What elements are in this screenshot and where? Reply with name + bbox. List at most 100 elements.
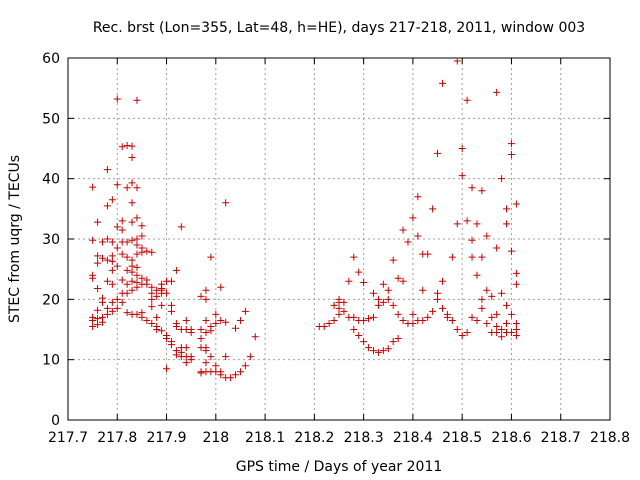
data-point [493,88,501,96]
data-point [458,145,466,152]
data-point [98,298,106,306]
data-point [113,95,121,103]
data-point [350,326,358,333]
data-point [463,217,471,225]
data-point [148,283,156,291]
data-point [94,315,102,323]
data-point [330,301,338,309]
data-point [483,286,491,294]
data-point [89,316,97,324]
x-axis-label: GPS time / Days of year 2011 [236,459,443,475]
data-point [399,277,407,285]
data-point [172,322,180,330]
data-point [394,274,402,282]
data-point [458,332,466,340]
data-point [207,353,215,361]
data-point [177,223,185,231]
data-point [148,248,156,256]
data-point [335,304,343,312]
y-tick-label: 10 [42,353,60,369]
data-point [222,353,230,361]
x-tick-label: 218.8 [590,430,630,446]
data-point [493,329,501,337]
data-point [325,319,333,327]
data-point [384,286,392,294]
data-point [197,369,205,377]
data-point [379,347,387,355]
data-point [148,295,156,303]
data-point [89,322,97,330]
data-point [138,248,146,256]
data-point [197,326,205,333]
data-point [108,196,116,204]
data-point [498,333,506,341]
y-tick-label: 0 [51,413,60,429]
data-point [113,244,121,252]
data-point [503,319,511,327]
x-tick-label: 217.7 [48,430,88,446]
data-point [113,223,121,231]
data-point [163,289,171,297]
y-tick-label: 50 [42,111,60,127]
data-point [468,184,476,192]
data-point [167,277,175,285]
data-point [483,319,491,327]
data-point [340,307,348,315]
data-point [103,235,111,243]
data-point [103,202,111,210]
data-point [429,307,437,315]
data-point [443,313,451,321]
data-point [498,326,506,333]
data-point [374,295,382,303]
x-tick-label: 217.8 [97,430,137,446]
data-point [113,304,121,312]
data-point [103,310,111,318]
data-point [94,284,102,292]
data-point [182,359,190,367]
data-point [414,193,422,201]
data-point [217,283,225,291]
data-point [133,263,141,271]
data-point [128,286,136,294]
data-point [123,253,131,261]
data-point [202,359,210,367]
data-point [98,238,106,246]
data-point [163,335,171,343]
data-point [409,310,417,318]
data-point [123,238,131,246]
data-point [424,250,432,258]
data-point [123,266,131,274]
data-point [207,253,215,261]
data-point [128,218,136,226]
data-point [153,292,161,300]
data-point [133,184,141,192]
data-point [458,172,466,180]
data-point [212,310,220,318]
data-point [108,280,116,288]
data-point [478,253,486,261]
data-point [246,353,254,361]
data-points [89,57,520,382]
data-point [118,217,126,225]
data-point [118,250,126,258]
data-point [94,259,102,267]
x-tick-label: 218.5 [442,430,482,446]
data-point [493,322,501,330]
data-point [379,280,387,288]
data-point [182,344,190,352]
data-point [369,313,377,321]
data-point [404,238,412,246]
data-point [108,257,116,265]
chart-title: Rec. brst (Lon=355, Lat=48, h=HE), days … [93,20,585,36]
data-point [227,374,235,382]
data-point [512,332,520,340]
x-tick-label: 218.3 [344,430,384,446]
data-point [138,313,146,321]
data-point [434,289,442,297]
data-point [113,262,121,270]
data-point [236,316,244,324]
data-point [118,226,126,234]
data-point [103,304,111,312]
data-point [217,371,225,379]
